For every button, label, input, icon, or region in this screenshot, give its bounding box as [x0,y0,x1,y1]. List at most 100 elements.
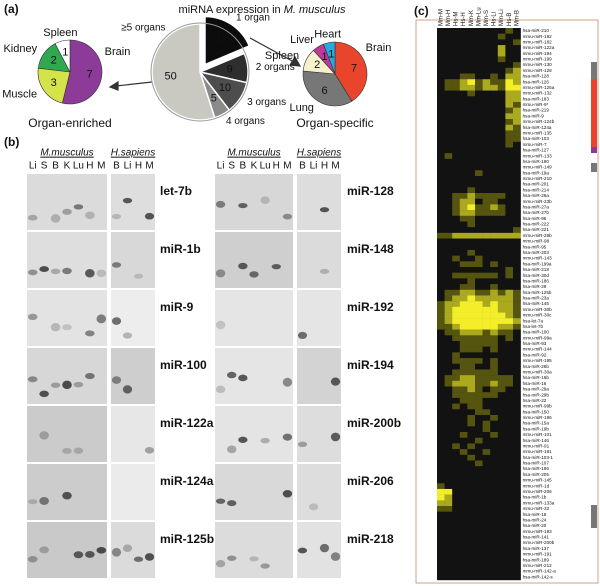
heatmap-cell [490,551,498,558]
lane-label: Li [217,161,225,172]
heatmap-cell [452,193,460,199]
heatmap-cell [482,107,491,114]
heatmap-cell [444,323,453,330]
heatmap-cell [467,477,476,484]
heatmap-cell [459,540,468,547]
blot-band [62,491,72,500]
blot-band [297,441,308,447]
heatmap-cell [459,318,468,325]
blot-band [62,380,72,390]
heatmap-cell [497,528,506,535]
heatmap-cell [513,523,521,529]
heatmap-cell [437,432,445,438]
heatmap-cell [505,500,514,507]
blot-band [227,371,237,379]
heatmap-cell [490,170,498,177]
heatmap-cell [497,56,506,63]
heatmap-cell [437,574,445,581]
heatmap-cell [459,534,468,541]
heatmap-cell [459,278,468,285]
heatmap-cell [497,517,506,524]
heatmap-cell [467,210,476,216]
heatmap-cell [513,551,521,558]
heatmap-cell [513,107,521,114]
blot-band [133,556,144,562]
pie-slice [151,23,216,121]
heatmap-cell [497,39,506,46]
heatmap-cell [475,562,483,569]
pie-slice [37,67,71,104]
heatmap-cell [482,551,491,558]
heatmap-cell [513,534,521,541]
heatmap-cell [482,358,491,364]
heatmap-cell [437,136,445,143]
heatmap-cell [513,295,521,302]
heatmap-cell [475,358,483,364]
heatmap-cell [490,96,498,103]
slice-label: Muscle [2,89,37,101]
heatmap-cell [482,517,491,524]
heatmap-cell [497,170,506,177]
blot-band [96,269,107,277]
heatmap-cell [490,454,498,461]
heatmap-cell [482,249,491,256]
blot-band [96,546,107,554]
heatmap-cell [475,318,483,325]
heatmap-cell [437,198,445,205]
heatmap-cell [505,198,514,205]
heatmap-cell [467,215,476,222]
probe-label: miR-206 [347,474,394,488]
row-label: hsa-miR-29a [523,387,550,392]
heatmap-cell [459,198,468,205]
heatmap-cell [513,517,521,524]
heatmap-cell [444,335,453,342]
slice-value: 1 [62,47,68,59]
heatmap-cell [437,84,445,91]
heatmap-cell [444,101,453,108]
heatmap-cell [497,426,506,433]
heatmap-cell [513,301,521,308]
heatmap-cell [444,238,453,245]
blot-band [215,200,226,208]
column-label: Mm-B [514,10,520,26]
heatmap-cell [490,267,498,273]
heatmap-cell [437,96,445,103]
blot-band [39,266,49,273]
heatmap-cell [475,73,483,80]
heatmap-cell [452,187,460,194]
side-bar [591,163,597,172]
pie: 7 Brain 6 Lung 2 Spleen 1 Liver 1 Heart [265,29,391,114]
heatmap-cell [467,403,476,410]
heatmap-cell [444,369,453,376]
heatmap-cell [444,494,453,501]
heatmap-cell [490,500,498,507]
blot-image [27,232,107,288]
heatmap-cell [490,409,498,416]
heatmap-cell [467,369,476,376]
heatmap-cell [437,50,445,57]
heatmap-cell [452,551,460,558]
heatmap-cell [452,289,460,296]
blot-image [215,406,293,462]
heatmap-cell [490,323,498,330]
heatmap-cell [437,471,445,478]
heatmap-cell [513,73,521,80]
heatmap-cell [452,136,460,143]
heatmap-cell [452,227,460,234]
blot-band [50,323,61,332]
heatmap-cell [459,67,468,74]
slice-value: 5 [211,92,217,104]
heatmap-cell [475,28,483,34]
row-label: hsa-miR-30d [523,273,550,278]
heatmap-cell [444,483,453,490]
heatmap-cell [490,238,498,245]
row-label: hsa-miR-24 [523,517,547,522]
heatmap-cell [444,153,453,160]
heatmap-cell [482,511,491,518]
heatmap-cell [452,358,460,364]
heatmap-cell [459,488,468,495]
heatmap-cell [490,79,498,86]
heatmap-cell [505,523,514,529]
heatmap-cell [452,511,460,518]
heatmap-cell [459,84,468,91]
